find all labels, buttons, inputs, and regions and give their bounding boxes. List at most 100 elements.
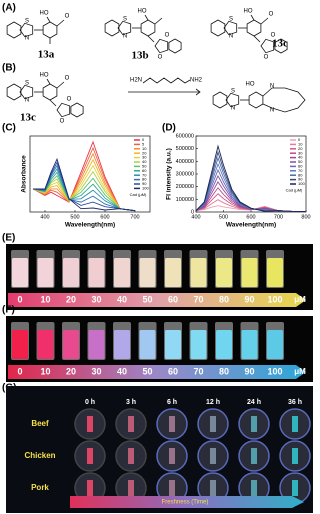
scale-label: 50	[142, 366, 152, 376]
atom-label: O	[271, 33, 276, 39]
x-tick-label: 400	[191, 214, 200, 220]
bond	[140, 19, 156, 37]
vial-solution	[63, 330, 79, 359]
panel-label: (D)	[162, 123, 176, 134]
legend-label: 0	[142, 137, 145, 142]
scale-label: 20	[66, 366, 76, 376]
bond	[142, 77, 191, 84]
series-line	[32, 171, 136, 212]
legend-label: 60	[298, 163, 303, 168]
series-line	[33, 157, 136, 212]
vial-solution	[88, 258, 105, 287]
legend-label: 50	[298, 159, 303, 164]
scale-label: 40	[117, 294, 127, 304]
bond	[250, 14, 255, 21]
bond	[19, 84, 34, 100]
bond	[262, 87, 306, 113]
bond	[6, 83, 22, 101]
y-tick-label: 200000	[176, 184, 194, 190]
vial-solution	[88, 330, 105, 359]
bond	[154, 17, 163, 25]
scale-label: 20	[66, 294, 76, 304]
atom-label: HO	[40, 73, 49, 79]
atom-label: HO	[40, 11, 49, 17]
freshness-arrow	[70, 496, 304, 508]
atom-label: O	[60, 119, 65, 125]
x-tick-label: 700	[274, 214, 283, 220]
test-strip	[292, 448, 298, 464]
atom-label: O	[165, 33, 170, 39]
x-tick-label: 400	[40, 214, 49, 220]
reaction-arrow	[128, 88, 201, 96]
vial-solution	[114, 258, 130, 287]
atom-label: O	[67, 97, 72, 103]
scale-label: 80	[219, 294, 229, 304]
reagent-atom: H2N	[130, 78, 142, 84]
vial-solution	[241, 330, 258, 359]
series-line	[32, 152, 136, 212]
legend-title: Cad (μM)	[286, 187, 303, 192]
bond	[46, 78, 51, 85]
legend-label: 70	[298, 168, 303, 173]
vial-solution	[12, 258, 28, 287]
bond	[56, 102, 71, 118]
x-tick-label: 700	[130, 214, 139, 220]
atom-label: N	[270, 84, 274, 90]
panel-label: (C)	[2, 123, 16, 134]
vial-solution	[37, 258, 54, 287]
time-label: 6 h	[167, 399, 177, 406]
test-strip	[169, 416, 175, 432]
bond	[42, 83, 58, 101]
legend-label: 20	[298, 146, 303, 151]
legend-label: 5	[142, 141, 145, 146]
atom-label: O	[158, 55, 163, 61]
bond	[42, 21, 58, 39]
bond	[56, 19, 65, 27]
bond	[260, 38, 275, 54]
test-strip	[292, 480, 298, 496]
scale-unit: μM	[294, 367, 306, 376]
x-tick-label: 600	[100, 214, 109, 220]
scale-label: 80	[219, 366, 229, 376]
vial-solution	[165, 330, 181, 359]
test-strip	[210, 480, 216, 496]
bond	[260, 17, 269, 25]
bond	[210, 19, 226, 37]
bond	[6, 21, 22, 39]
compound-name: 13b	[131, 50, 148, 62]
series-line	[32, 158, 136, 212]
atom-label: HO	[244, 9, 253, 15]
compound-name: 13c	[20, 112, 36, 124]
atom-label: N	[229, 34, 233, 40]
scale-label: 0	[17, 366, 22, 376]
test-strip	[87, 480, 93, 496]
y-tick-label: 100000	[176, 197, 194, 203]
vial-solution	[139, 330, 156, 359]
plot-frame	[29, 135, 151, 213]
legend-label: 100	[298, 181, 305, 186]
compound-name: 13a	[38, 49, 55, 61]
vial-solution	[139, 258, 156, 287]
y-tick-label: 300000	[176, 171, 194, 177]
scale-label: 30	[91, 366, 101, 376]
legend-label: 30	[298, 150, 303, 155]
bond	[154, 38, 169, 54]
x-axis-label: Wavelength(nm)	[226, 222, 276, 229]
test-strip	[87, 448, 93, 464]
time-label: 3 h	[126, 399, 136, 406]
x-tick-label: 800	[301, 214, 310, 220]
legend-label: 60	[142, 168, 147, 173]
legend-label: 10	[142, 146, 147, 151]
panel-label: (F)	[2, 305, 15, 316]
bond	[274, 38, 288, 54]
series-line	[32, 146, 136, 212]
y-tick-label: 600000	[176, 133, 194, 139]
test-strip	[210, 448, 216, 464]
series-line	[32, 174, 136, 212]
time-label: 36 h	[288, 399, 302, 406]
bond	[212, 91, 228, 109]
atom-label: N	[123, 34, 127, 40]
legend-label: 100	[142, 185, 149, 190]
panel-label: (B)	[2, 63, 16, 74]
